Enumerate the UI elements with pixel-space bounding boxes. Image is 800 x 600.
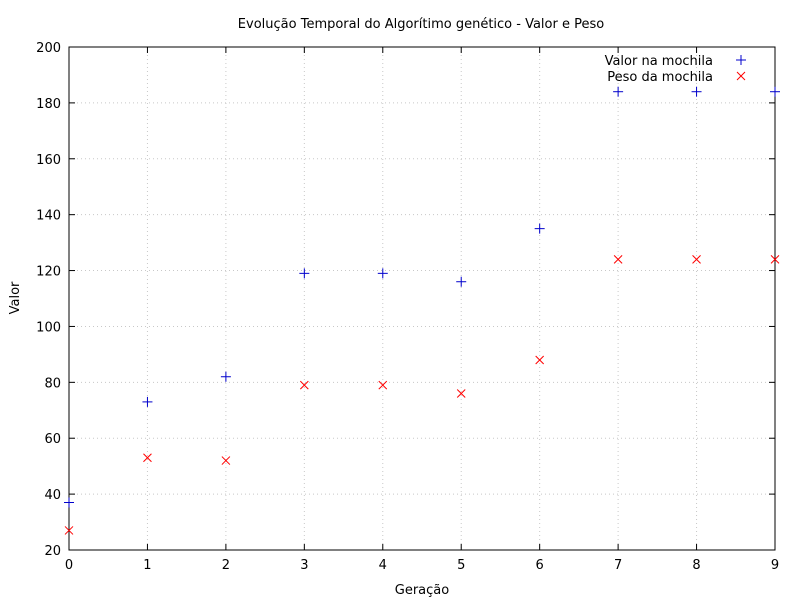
y-tick-label: 40 <box>44 488 61 503</box>
peso-point-3 <box>299 380 309 390</box>
peso-point-0 <box>64 526 74 535</box>
valor-point-9 <box>770 86 780 97</box>
y-tick-label: 200 <box>36 41 61 56</box>
y-tick-label: 100 <box>36 320 61 335</box>
valor-point-0 <box>64 497 74 508</box>
valor-point-4 <box>377 268 388 279</box>
y-tick-label: 20 <box>44 544 61 559</box>
x-tick-label: 3 <box>300 558 308 573</box>
x-tick-label: 5 <box>457 558 465 573</box>
valor-point-3 <box>299 268 310 279</box>
plot-area-border <box>68 46 776 551</box>
y-tick-label: 120 <box>36 265 61 280</box>
x-tick-label: 6 <box>536 558 544 573</box>
valor-point-5 <box>456 276 467 287</box>
y-tick-label: 140 <box>36 209 61 224</box>
x-tick-label: 7 <box>614 558 622 573</box>
peso-point-7 <box>613 255 623 264</box>
x-tick-label: 4 <box>379 558 387 573</box>
peso-point-6 <box>535 355 545 365</box>
x-axis-label: Geração <box>395 583 449 598</box>
valor-point-6 <box>534 223 545 234</box>
valor-point-7 <box>613 86 624 97</box>
chart-title: Evolução Temporal do Algorítimo genético… <box>238 17 604 32</box>
valor-point-1 <box>142 396 153 407</box>
y-tick-label: 80 <box>44 376 61 391</box>
peso-point-8 <box>692 255 701 264</box>
x-tick-label: 9 <box>771 558 779 573</box>
axis-ticks: 0 1 2 3 4 5 6 7 8 9 20 40 60 80 100 120 140 160 180 200 <box>36 41 779 573</box>
y-axis-label: Valor <box>8 281 23 314</box>
y-tick-label: 60 <box>44 432 61 447</box>
valor-point-2 <box>220 371 231 382</box>
x-tick-label: 8 <box>692 558 700 573</box>
x-tick-label: 0 <box>65 558 73 573</box>
legend-marker-1 <box>736 71 746 81</box>
y-tick-label: 180 <box>36 97 61 112</box>
x-tick-label: 1 <box>143 558 151 573</box>
peso-point-9 <box>770 255 780 264</box>
grid-lines <box>69 47 775 550</box>
peso-point-4 <box>378 380 388 390</box>
valor-point-8 <box>691 86 702 97</box>
peso-point-5 <box>456 389 466 398</box>
peso-point-1 <box>143 453 152 463</box>
data-points <box>64 86 780 535</box>
y-tick-label: 160 <box>36 153 61 168</box>
legend-label-0: Valor na mochila <box>605 54 713 69</box>
legend-label-1: Peso da mochila <box>607 70 713 85</box>
legend-marker-0 <box>736 55 746 65</box>
peso-point-2 <box>221 456 231 465</box>
x-tick-label: 2 <box>222 558 230 573</box>
